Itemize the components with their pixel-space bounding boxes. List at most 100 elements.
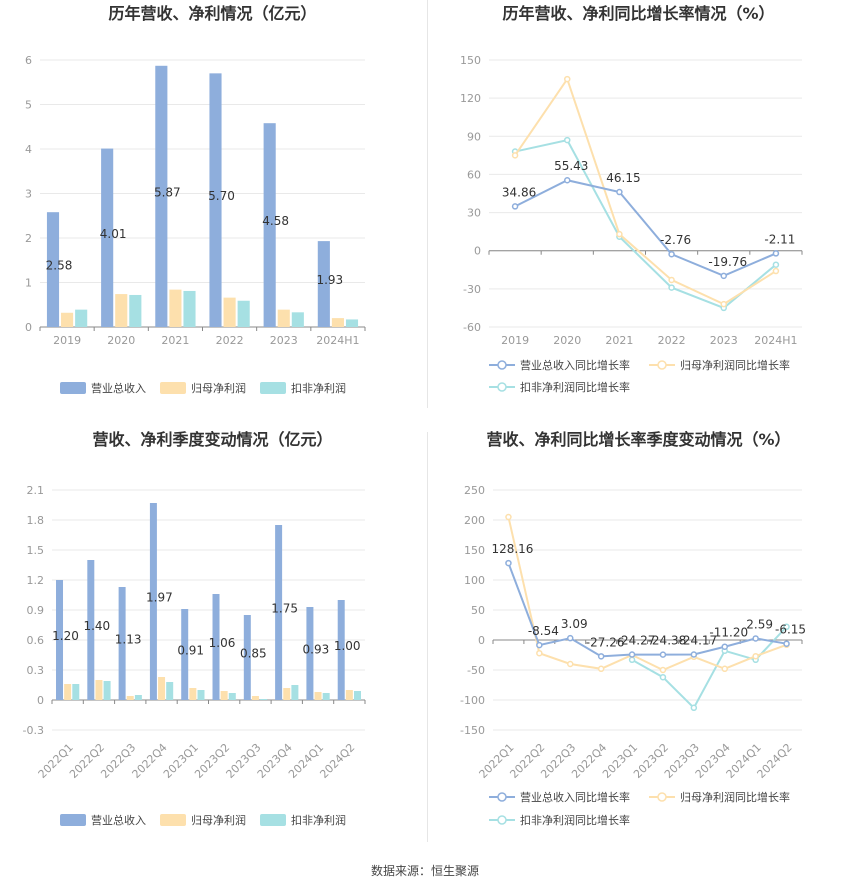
x-tick-label: 2021: [605, 334, 633, 347]
y-tick-label: 120: [460, 92, 481, 105]
bar-net-profit: [158, 677, 166, 700]
line-data-label: 55.43: [554, 159, 588, 173]
x-tick-label: 2022: [658, 334, 686, 347]
bar-net-profit: [345, 690, 353, 700]
line-data-label: -24.38: [648, 634, 687, 648]
legend-label: 扣非净利润: [291, 381, 346, 395]
bar-data-label: 1.40: [83, 619, 110, 633]
y-tick-label: 0: [37, 694, 44, 707]
legend-swatch: [160, 814, 186, 826]
line-point: [690, 651, 698, 658]
bar-deducted-profit: [103, 681, 111, 700]
y-tick-label: 50: [471, 604, 485, 617]
line-point: [597, 665, 605, 673]
line-data-label: 34.86: [502, 185, 536, 199]
line-point: [597, 653, 605, 660]
bar-revenue: [56, 580, 64, 700]
bar-revenue: [243, 615, 251, 700]
bar-deducted-profit: [260, 699, 268, 700]
line-point: [772, 267, 780, 275]
bar-deducted-profit: [197, 690, 205, 700]
line-data-label: -11.20: [709, 626, 748, 640]
line-point: [505, 513, 512, 521]
legend-label: 扣非净利润: [291, 813, 346, 827]
bar-deducted-profit: [345, 319, 359, 327]
line-point: [616, 188, 623, 196]
y-tick-label: 0: [474, 245, 481, 258]
bar-data-label: 1.93: [316, 273, 343, 287]
x-tick-label: 2024H1: [754, 334, 797, 347]
line-point: [564, 176, 571, 184]
y-tick-label: 0.9: [27, 604, 45, 617]
bar-revenue: [209, 73, 222, 327]
y-tick-label: -100: [460, 694, 485, 707]
line-data-label: 46.15: [606, 171, 640, 185]
bar-data-label: 4.58: [262, 214, 289, 228]
line-point: [659, 651, 667, 658]
y-tick-label: -150: [460, 724, 485, 737]
y-tick-label: 100: [464, 574, 485, 587]
line-point: [720, 300, 727, 308]
bar-revenue: [118, 587, 126, 700]
line-point: [721, 643, 728, 650]
bar-deducted-profit: [183, 290, 196, 327]
legend-swatch: [160, 382, 186, 394]
legend-marker: [497, 382, 507, 392]
line-point: [752, 635, 759, 642]
legend-label: 营业总收入同比增长率: [520, 790, 630, 804]
line-data-label: -2.76: [660, 233, 691, 247]
x-tick-label: 2021: [161, 334, 189, 347]
line-point: [772, 261, 780, 268]
legend-label: 营业总收入: [91, 381, 146, 395]
bar-data-label: 5.87: [154, 185, 181, 199]
bar-data-label: 1.00: [334, 639, 361, 653]
bar-deducted-profit: [166, 682, 174, 700]
bar-revenue: [101, 148, 114, 327]
series-line-net-profit: [514, 76, 777, 306]
line-point: [511, 203, 519, 210]
legend-marker: [657, 360, 667, 370]
y-tick-label: -0.3: [23, 724, 44, 737]
line-point: [564, 136, 571, 144]
bar-deducted-profit: [129, 294, 142, 327]
line-point: [505, 559, 512, 567]
bar-data-label: 1.13: [115, 633, 142, 647]
chart-title: 营收、净利季度变动情况（亿元）: [92, 430, 332, 449]
vertical-divider-top: [427, 0, 428, 408]
legend-swatch: [260, 814, 286, 826]
bar-data-label: 0.91: [177, 644, 204, 658]
bar-net-profit: [95, 680, 103, 700]
bar-net-profit: [169, 289, 182, 327]
line-data-label: -2.11: [764, 232, 795, 246]
line-data-label: -8.54: [528, 624, 559, 638]
line-data-label: -27.26: [586, 635, 625, 649]
series-line-net-profit: [507, 516, 787, 672]
y-tick-label: 0: [25, 321, 32, 334]
y-tick-label: 150: [464, 544, 485, 557]
series-line-deducted-profit: [514, 138, 777, 310]
line-data-label: -24.17: [679, 634, 718, 648]
line-point: [564, 75, 571, 83]
legend-label: 扣非净利润同比增长率: [520, 813, 630, 827]
bar-data-label: 1.20: [52, 629, 79, 643]
y-tick-label: -50: [467, 664, 485, 677]
y-tick-label: 6: [25, 54, 32, 67]
bar-data-label: 1.06: [209, 636, 236, 650]
bar-revenue: [306, 607, 314, 700]
y-tick-label: 4: [25, 143, 32, 156]
legend-label: 营业总收入同比增长率: [520, 358, 630, 372]
chart-quarterly-growth-rate: 营收、净利同比增长率季度变动情况（%） -150 -100 -50 0 50 100 150 2…: [460, 430, 806, 827]
vertical-divider-bottom: [427, 432, 428, 842]
y-tick-label: 0: [478, 634, 485, 647]
y-tick-label: 0.3: [27, 664, 45, 677]
bar-revenue: [46, 212, 60, 327]
bar-revenue: [263, 123, 276, 327]
x-tick-label: 2023: [710, 334, 738, 347]
legend-swatch: [60, 382, 86, 394]
line-point: [536, 649, 543, 657]
line-point: [628, 651, 636, 658]
bar-data-label: 0.93: [303, 643, 330, 657]
bar-deducted-profit: [134, 695, 142, 700]
chart-quarterly-revenue-profit: 营收、净利季度变动情况（亿元） -0.3 0 0.3 0.6 0.9 1.2 1.5 1.8 2.…: [23, 430, 366, 827]
legend-marker: [497, 792, 507, 802]
